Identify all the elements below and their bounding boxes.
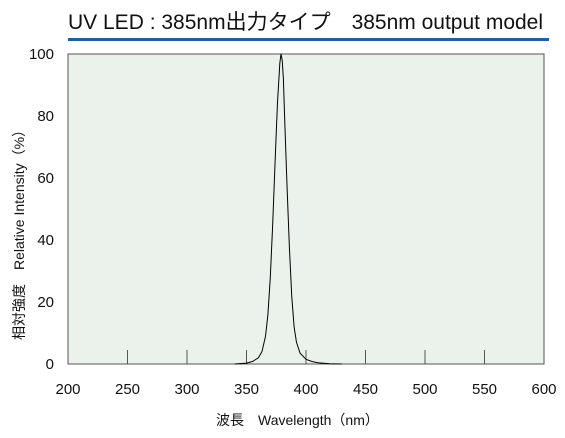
x-tick-label: 350 bbox=[234, 381, 259, 398]
y-tick-label: 60 bbox=[37, 170, 54, 187]
y-axis-label: 相対強度 Relative Intensity（%） bbox=[11, 123, 27, 340]
chart-title: UV LED : 385nm出力タイプ 385nm output model bbox=[68, 11, 543, 34]
y-tick-label: 0 bbox=[46, 356, 54, 373]
plot-area bbox=[67, 53, 545, 365]
x-tick-label: 300 bbox=[174, 381, 199, 398]
x-tick-label: 550 bbox=[472, 381, 497, 398]
y-axis-ticks: 0 20 40 60 80 100 bbox=[29, 46, 54, 373]
y-tick-label: 20 bbox=[37, 294, 54, 311]
title-rule bbox=[68, 38, 549, 41]
spectrum-line bbox=[234, 53, 342, 365]
x-tick-label: 200 bbox=[55, 381, 80, 398]
x-axis-label: 波長 Wavelength（nm） bbox=[216, 412, 379, 428]
y-tick-label: 80 bbox=[37, 108, 54, 125]
y-tick-label: 40 bbox=[37, 232, 54, 249]
x-tick-label: 500 bbox=[412, 381, 437, 398]
x-tick-label: 450 bbox=[353, 381, 378, 398]
x-tick-label: 250 bbox=[115, 381, 140, 398]
x-axis-ticks: 200 250 300 350 400 450 500 550 600 bbox=[55, 350, 557, 398]
y-tick-label: 100 bbox=[29, 46, 54, 63]
x-tick-label: 600 bbox=[531, 381, 556, 398]
x-tick-label: 400 bbox=[293, 381, 318, 398]
